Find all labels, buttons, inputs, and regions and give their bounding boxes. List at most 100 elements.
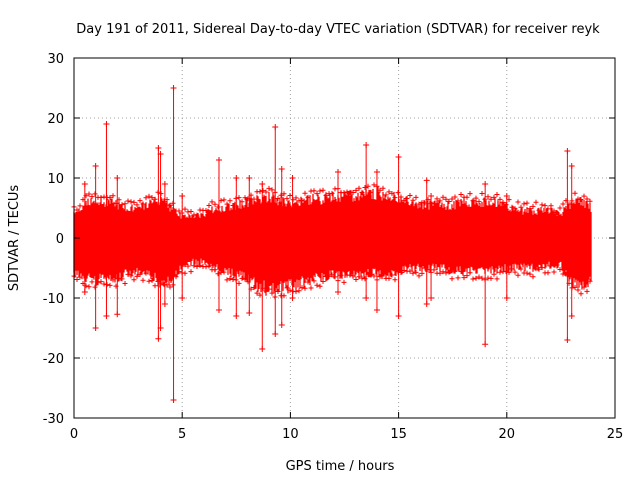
data-point xyxy=(564,337,571,343)
data-point xyxy=(350,189,356,195)
data-series-sdtvar xyxy=(71,85,593,403)
data-point xyxy=(125,198,131,204)
data-point xyxy=(209,199,215,205)
data-point xyxy=(246,310,253,316)
data-point xyxy=(125,271,131,277)
x-tick-label: 5 xyxy=(178,427,186,442)
data-point xyxy=(515,199,521,205)
data-point xyxy=(326,273,332,279)
data-point xyxy=(383,192,389,198)
data-point xyxy=(368,271,374,277)
data-point xyxy=(539,265,545,271)
data-point xyxy=(89,279,95,285)
data-point xyxy=(233,175,240,181)
data-point xyxy=(293,289,299,295)
data-point xyxy=(179,193,186,199)
data-point xyxy=(296,288,302,294)
data-point xyxy=(161,301,168,307)
y-tick-label: 10 xyxy=(47,172,64,187)
data-point xyxy=(461,275,467,281)
data-point xyxy=(284,285,290,291)
data-point xyxy=(548,263,554,269)
data-point xyxy=(149,195,155,201)
y-tick-label: 20 xyxy=(47,112,64,127)
data-point xyxy=(185,263,191,269)
data-point xyxy=(363,295,370,301)
data-point xyxy=(407,193,413,199)
data-point xyxy=(260,188,266,194)
data-point xyxy=(491,194,497,200)
data-point xyxy=(107,282,113,288)
data-point xyxy=(557,266,563,272)
data-point xyxy=(473,275,479,281)
data-point xyxy=(359,190,365,196)
y-tick-label: 30 xyxy=(47,52,64,67)
data-point xyxy=(110,193,116,199)
data-point xyxy=(134,202,140,208)
data-point xyxy=(479,190,485,196)
data-point xyxy=(564,148,571,154)
data-point xyxy=(419,270,425,276)
data-point xyxy=(554,209,560,215)
data-point xyxy=(233,313,240,319)
data-point xyxy=(512,206,518,212)
data-point xyxy=(215,204,221,210)
data-point xyxy=(464,194,470,200)
data-point xyxy=(584,196,590,202)
data-point xyxy=(259,181,266,187)
data-point xyxy=(317,283,323,289)
data-point xyxy=(77,203,83,209)
data-point xyxy=(289,295,296,301)
data-point xyxy=(506,269,512,275)
data-point xyxy=(506,197,512,203)
data-point xyxy=(74,207,80,213)
data-point xyxy=(440,194,446,200)
data-point xyxy=(557,205,563,211)
data-point xyxy=(269,290,275,296)
data-point xyxy=(215,307,222,313)
data-point xyxy=(140,201,146,207)
y-tick-label: 0 xyxy=(56,232,64,247)
data-point xyxy=(176,208,182,214)
data-point xyxy=(488,275,494,281)
data-point xyxy=(443,270,449,276)
data-point xyxy=(119,276,125,282)
data-point xyxy=(146,278,152,284)
data-point xyxy=(368,189,374,195)
data-point xyxy=(428,193,435,199)
data-point xyxy=(323,192,329,198)
data-point xyxy=(527,206,533,212)
data-point xyxy=(431,201,437,207)
data-point xyxy=(203,264,209,270)
data-point xyxy=(95,280,101,286)
data-point xyxy=(380,271,386,277)
data-point xyxy=(341,279,347,285)
data-point xyxy=(341,190,347,196)
data-point xyxy=(122,280,128,286)
data-point xyxy=(428,295,435,301)
data-point xyxy=(371,273,377,279)
data-point xyxy=(176,269,182,275)
data-point xyxy=(103,121,110,127)
data-point xyxy=(143,195,149,201)
data-point xyxy=(536,207,542,213)
data-point xyxy=(308,285,314,291)
data-point xyxy=(545,206,551,212)
data-point xyxy=(377,274,383,280)
data-point xyxy=(395,154,402,160)
data-point xyxy=(380,185,386,191)
data-point xyxy=(332,274,338,280)
data-point xyxy=(161,181,168,187)
data-point xyxy=(458,191,464,197)
data-point xyxy=(293,195,299,201)
data-point xyxy=(479,275,485,281)
data-point xyxy=(236,280,242,286)
data-point xyxy=(386,275,392,281)
data-point xyxy=(395,190,401,196)
data-point xyxy=(81,289,88,295)
data-point xyxy=(206,263,212,269)
data-point xyxy=(392,195,398,201)
data-point xyxy=(446,269,452,275)
data-point xyxy=(581,284,587,290)
data-point xyxy=(503,295,510,301)
